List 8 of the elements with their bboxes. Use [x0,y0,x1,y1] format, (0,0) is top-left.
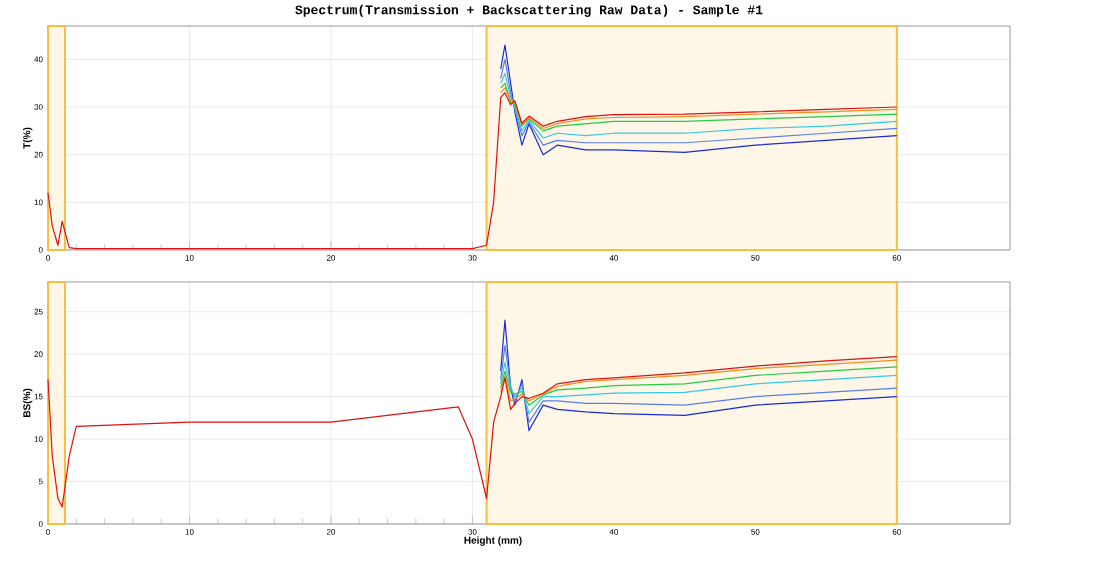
line-series [500,345,898,423]
line-series [500,319,898,432]
line-series [47,356,898,508]
line-series [500,359,898,402]
line-series [500,362,898,415]
line-series [500,44,898,156]
line-series [500,73,898,139]
line-series [500,366,898,406]
